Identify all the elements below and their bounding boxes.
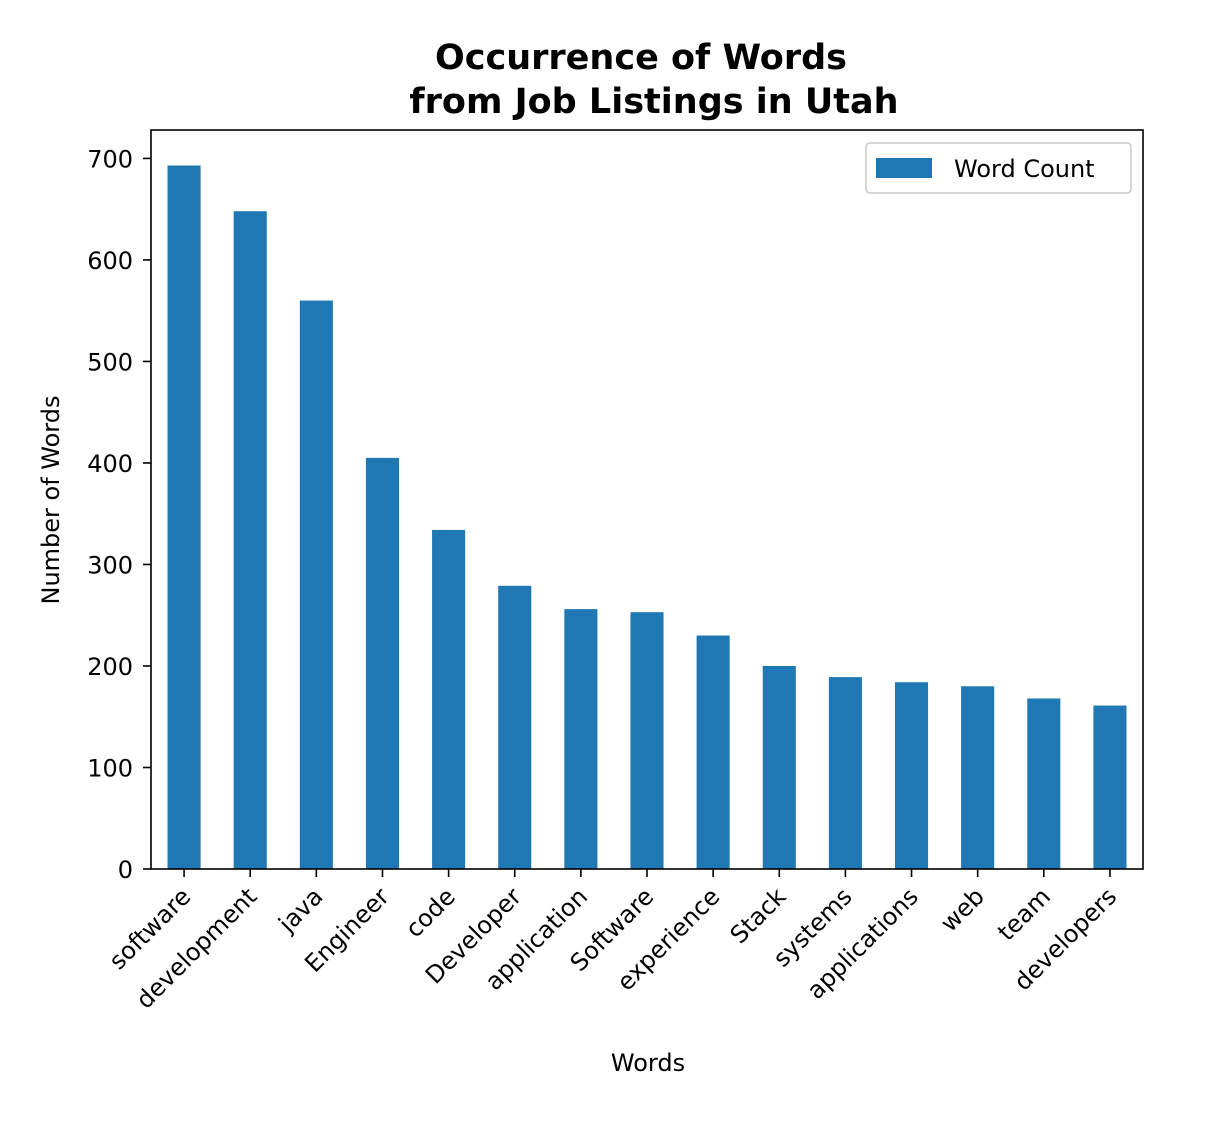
plot-frame	[150, 129, 1144, 870]
y-tick-label: 600	[87, 247, 133, 275]
bar-web	[961, 686, 995, 869]
bar-Software	[630, 612, 664, 869]
bar-Stack	[762, 665, 796, 869]
y-axis: 0 100 200 300 400 500 600 700	[87, 145, 151, 884]
y-tick-label: 100	[87, 754, 133, 782]
y-axis-label: Number of Words	[37, 396, 65, 605]
x-tick-label: development	[131, 882, 263, 1014]
bar-experience	[696, 635, 730, 869]
bar-development	[233, 211, 267, 869]
legend-swatch	[876, 158, 932, 178]
x-tick-label: team	[992, 882, 1056, 946]
bar-code	[432, 529, 466, 869]
bars-layer	[167, 165, 1127, 869]
legend-label: Word Count	[954, 155, 1095, 183]
bar-software	[167, 165, 201, 869]
bar-Developer	[498, 585, 532, 869]
bar-systems	[828, 677, 862, 869]
legend-frame	[865, 142, 1132, 194]
bar-Engineer	[365, 457, 399, 869]
y-tick-label: 400	[87, 450, 133, 478]
y-tick-label: 700	[87, 145, 133, 173]
chart-title-line-1: Occurrence of Words	[435, 38, 847, 78]
y-tick-label: 0	[118, 856, 133, 884]
y-tick-label: 500	[87, 348, 133, 376]
bar-developers	[1093, 705, 1127, 869]
legend: Word Count	[865, 142, 1132, 194]
y-tick-label: 300	[87, 551, 133, 579]
bar-applications	[895, 682, 929, 869]
x-tick-label: java	[273, 882, 329, 938]
y-tick-label: 200	[87, 653, 133, 681]
bar-application	[564, 609, 598, 869]
x-tick-label: code	[400, 882, 461, 943]
bar-java	[299, 300, 333, 869]
chart-title-line-2: from Job Listings in Utah	[409, 82, 898, 122]
bar-team	[1027, 698, 1061, 869]
x-tick-label: web	[935, 882, 990, 937]
x-axis-label: Words	[611, 1049, 685, 1077]
